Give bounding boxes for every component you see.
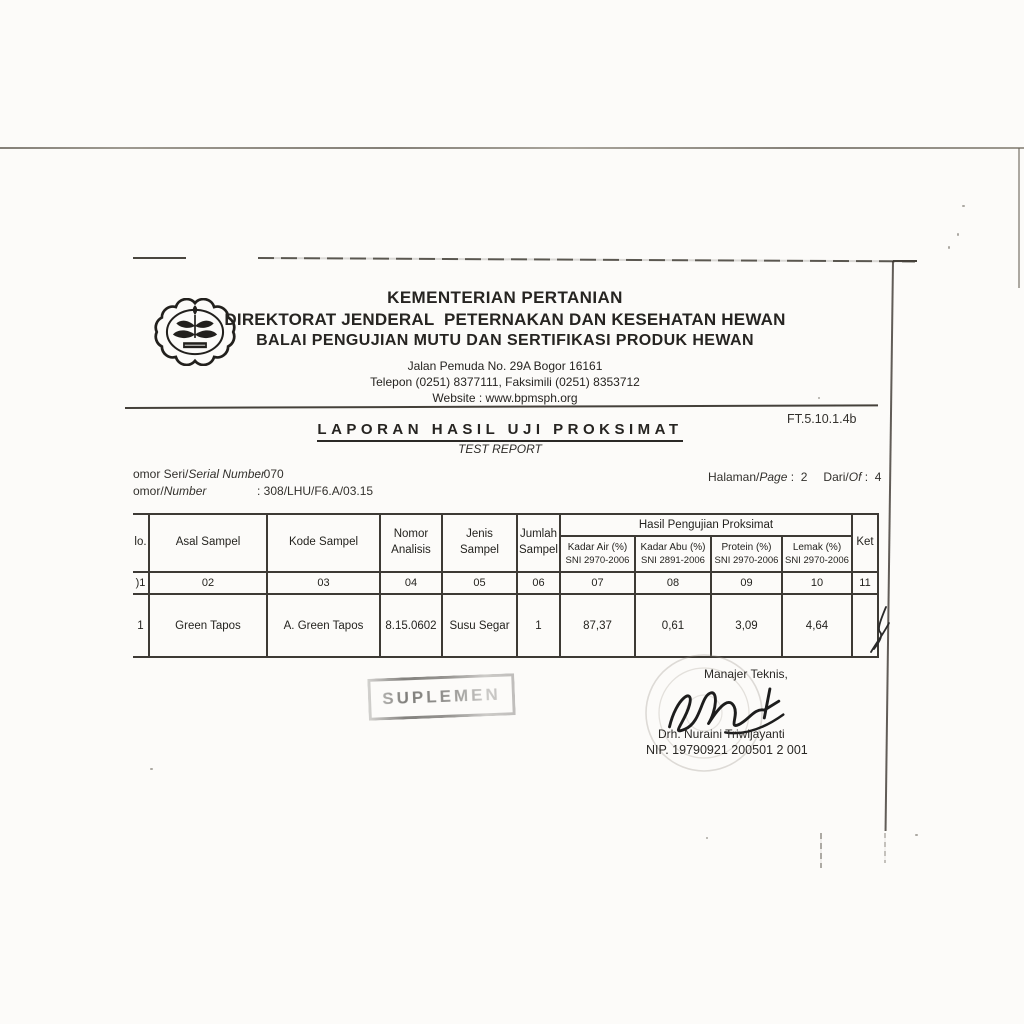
numbering-cell: 03 — [266, 571, 381, 595]
agency-name: BALAI PENGUJIAN MUTU DAN SERTIFIKASI PRO… — [256, 332, 754, 349]
header-line: Sampel — [519, 544, 558, 556]
handwritten-check-mark — [862, 603, 898, 661]
cell-no: 1 — [133, 593, 150, 658]
col-header-kadar-air: Kadar Air (%) SNI 2970-2006 — [559, 535, 636, 573]
sni-ref: SNI 2891-2006 — [641, 555, 705, 567]
address-line: Jalan Pemuda No. 29A Bogor 16161 — [407, 359, 603, 373]
scan-speck — [957, 233, 959, 236]
ministry-emblem-logo-icon — [152, 297, 238, 367]
numbering-cell: 09 — [710, 571, 783, 595]
cell-kadar-abu: 0,61 — [634, 593, 712, 658]
letterhead-rule — [124, 404, 878, 409]
ministry-name: KEMENTERIAN PERTANIAN — [387, 288, 623, 307]
col-header-lemak: Lemak (%) SNI 2970-2006 — [781, 535, 853, 573]
scan-speck — [948, 246, 950, 249]
sni-ref: SNI 2970-2006 — [714, 555, 779, 567]
of-label-italic: Of — [848, 470, 862, 484]
header-line: Kadar Air (%) — [567, 542, 628, 554]
col-header-protein: Protein (%) SNI 2970-2006 — [710, 535, 783, 573]
column-numbering-row: )1 02 03 04 05 06 07 08 09 10 11 — [133, 571, 879, 595]
cell-nomor-analisis: 8.15.0602 — [379, 593, 443, 658]
cell-asal-sampel: Green Tapos — [148, 593, 268, 658]
header-line: Sampel — [460, 544, 499, 556]
scan-speck — [150, 768, 153, 770]
col-header-jenis-sampel: Jenis Sampel — [441, 513, 518, 573]
signer-role: Manajer Teknis, — [704, 667, 788, 681]
page-label-italic: Page — [759, 470, 788, 484]
col-header-asal-sampel: Asal Sampel — [148, 513, 268, 573]
col-header-ket: Ket — [851, 513, 879, 573]
handwritten-signature — [660, 680, 795, 738]
numbering-cell: )1 — [133, 571, 150, 595]
header-line: Jenis — [466, 528, 493, 541]
col-header-kadar-abu: Kadar Abu (%) SNI 2891-2006 — [634, 535, 712, 573]
page-indicator: Halaman/Page : 2 Dari/Of : 4 — [708, 470, 881, 484]
report-title: LAPORAN HASIL UJI PROKSIMAT — [317, 421, 683, 442]
paper-top-right-corner — [893, 260, 917, 262]
header-line: Protein (%) — [721, 542, 772, 554]
report-title-wrap: LAPORAN HASIL UJI PROKSIMAT — [0, 421, 1000, 442]
of-value: : 4 — [861, 470, 882, 484]
serial-number-label: omor Seri/Serial Number — [133, 467, 265, 481]
scan-speck — [962, 205, 965, 207]
form-code: FT.5.10.1.4b — [787, 412, 857, 426]
numbering-cell: 07 — [559, 571, 636, 595]
scan-edge-line-right — [1018, 148, 1020, 288]
signer-nip: NIP. 19790921 200501 2 001 — [646, 743, 808, 757]
cell-kode-sampel: A. Green Tapos — [266, 593, 381, 658]
numbering-cell: 11 — [851, 571, 879, 595]
paper-top-edge — [257, 257, 915, 263]
header-line: Kadar Abu (%) — [640, 542, 706, 554]
paper-top-edge-segment — [133, 257, 186, 259]
scan-edge-line-top — [0, 147, 1024, 149]
group-header-hasil-pengujian: Hasil Pengujian Proksimat — [559, 513, 853, 537]
numbering-cell: 02 — [148, 571, 268, 595]
header-line: Lemak (%) — [792, 542, 842, 554]
scan-speck — [915, 834, 918, 836]
cell-jumlah-sampel: 1 — [516, 593, 561, 658]
serial-label-roman: omor Seri/ — [133, 467, 189, 481]
col-header-jumlah-sampel: Jumlah Sampel — [516, 513, 561, 573]
document-number-label: omor/Number — [133, 484, 206, 498]
signer-name: Drh. Nuraini Triwijayanti — [658, 727, 785, 741]
header-line: Jumlah — [519, 528, 558, 541]
col-header-nomor-analisis: Nomor Analisis — [379, 513, 443, 573]
numbering-cell: 10 — [781, 571, 853, 595]
cell-kadar-air: 87,37 — [559, 593, 636, 658]
cell-jenis-sampel: Susu Segar — [441, 593, 518, 658]
numbering-cell: 06 — [516, 571, 561, 595]
sni-ref: SNI 2970-2006 — [785, 555, 849, 567]
sni-ref: SNI 2970-2006 — [565, 555, 630, 567]
of-label-roman: Dari/ — [823, 470, 849, 484]
test-results-table: lo. Asal Sampel Kode Sampel Nomor Analisi… — [133, 513, 879, 658]
numbering-cell: 08 — [634, 571, 712, 595]
paper-edge-fade — [884, 833, 886, 863]
col-header-no: lo. — [133, 513, 150, 573]
scan-speck — [818, 397, 820, 399]
cell-protein: 3,09 — [710, 593, 783, 658]
page-value: : 2 — [787, 470, 808, 484]
number-label-roman: omor/ — [133, 484, 164, 498]
col-header-kode-sampel: Kode Sampel — [266, 513, 381, 573]
scan-streak — [820, 833, 822, 868]
number-label-italic: Number — [163, 484, 207, 498]
header-line: Analisis — [391, 544, 431, 556]
document-number-value: : 308/LHU/F6.A/03.15 — [257, 484, 374, 498]
website-line: Website : www.bpmsph.org — [432, 391, 578, 405]
cell-lemak: 4,64 — [781, 593, 853, 658]
header-line: Nomor — [393, 528, 429, 541]
serial-label-italic: Serial Number — [188, 467, 266, 481]
scan-speck — [706, 837, 708, 839]
directorate-name: DIREKTORAT JENDERAL PETERNAKAN DAN KESEH… — [224, 310, 786, 329]
numbering-cell: 05 — [441, 571, 518, 595]
page-label-roman: Halaman/ — [708, 470, 760, 484]
numbering-cell: 04 — [379, 571, 443, 595]
suplemen-stamp: SUPLEMEN — [367, 673, 516, 721]
table-row: 1 Green Tapos A. Green Tapos 8.15.0602 S… — [133, 593, 879, 658]
serial-number-value: : 070 — [257, 467, 284, 481]
report-subtitle: TEST REPORT — [458, 442, 542, 456]
phone-line: Telepon (0251) 8377111, Faksimili (0251)… — [370, 375, 640, 389]
